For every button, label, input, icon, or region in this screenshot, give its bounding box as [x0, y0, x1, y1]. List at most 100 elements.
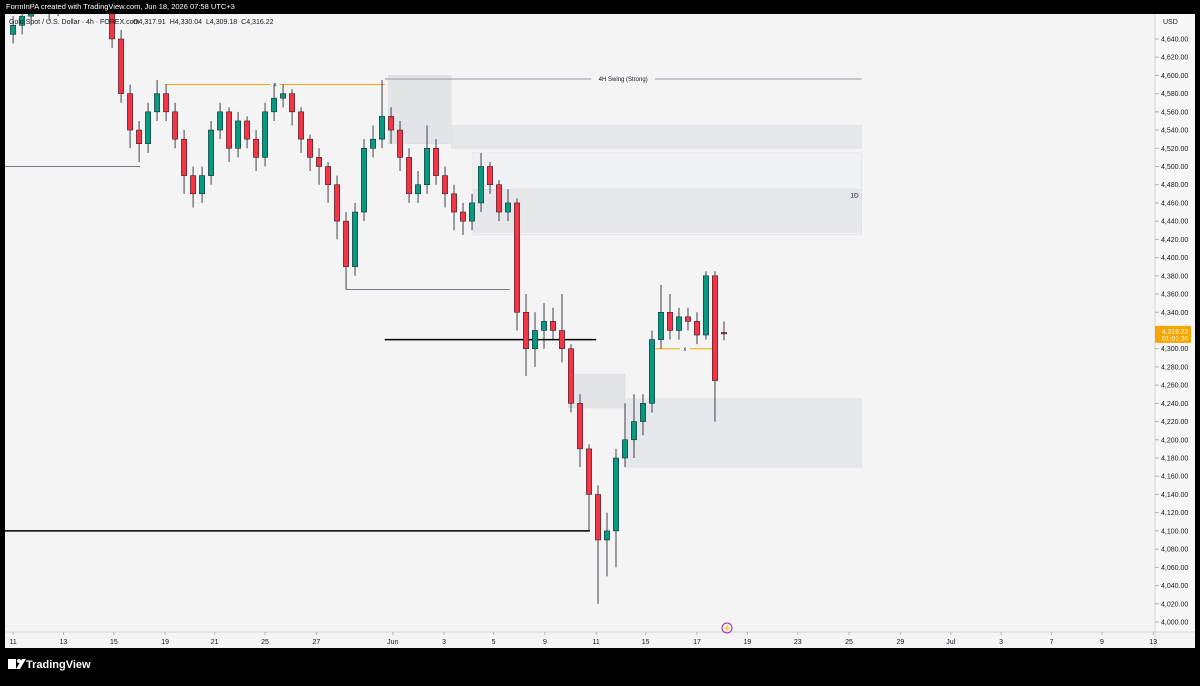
- candle-body: [136, 129, 143, 144]
- candle-body: [514, 202, 520, 313]
- candle-body: [343, 220, 349, 267]
- plot: 1D 4H Swing (Strong) x x: [5, 14, 862, 604]
- plot-background: [5, 14, 1195, 648]
- x-tick-label: 25: [261, 639, 269, 646]
- y-tick-label: 4,600.00: [1161, 73, 1188, 80]
- candle-body: [10, 25, 17, 35]
- y-tick-label: 4,380.00: [1161, 273, 1188, 280]
- y-tick-label: 4,640.00: [1161, 36, 1188, 43]
- candle-body: [460, 211, 466, 222]
- y-tick-label: 4,300.00: [1161, 346, 1188, 353]
- candle-body: [604, 530, 610, 541]
- candle-body: [694, 321, 700, 336]
- candle-body: [676, 316, 682, 331]
- candle-body: [640, 403, 646, 422]
- candle-body: [532, 330, 538, 349]
- currency: USD: [1163, 19, 1178, 26]
- candle-body: [217, 111, 224, 131]
- y-tick-label: 4,560.00: [1161, 109, 1188, 116]
- brand-name: TradingView: [26, 659, 91, 671]
- x-tick-label: 27: [312, 639, 320, 646]
- zone: [472, 189, 862, 233]
- candle-body: [244, 120, 251, 140]
- y-tick-label: 4,120.00: [1161, 510, 1188, 517]
- candle-body: [577, 403, 583, 450]
- header: FormInPA created with TradingView.com, J…: [6, 2, 235, 11]
- candle-body: [307, 138, 313, 158]
- candle-body: [658, 312, 664, 340]
- candle-body: [118, 38, 125, 94]
- x-tick-label: 25: [845, 639, 853, 646]
- x-tick-label: 9: [543, 639, 547, 646]
- candle-body: [712, 275, 718, 381]
- last-price-label: 4,316.22: [1162, 328, 1189, 335]
- candle-body: [352, 211, 358, 267]
- candle-body: [145, 111, 152, 144]
- candle-body: [226, 111, 233, 149]
- candle-body: [280, 93, 287, 99]
- y-tick-label: 4,200.00: [1161, 437, 1188, 444]
- x-tick-label: 11: [593, 639, 600, 646]
- x-tick-label: 13: [1149, 639, 1157, 646]
- candle-body: [289, 93, 295, 113]
- candle-body: [109, 14, 116, 40]
- candle-body: [199, 175, 206, 195]
- candle-body: [649, 339, 655, 404]
- y-tick-label: 4,040.00: [1161, 583, 1188, 590]
- candle-body: [361, 148, 367, 213]
- candle-body: [181, 138, 188, 176]
- candle-body: [424, 148, 430, 185]
- y-tick-label: 4,520.00: [1161, 146, 1188, 153]
- y-tick-label: 4,360.00: [1161, 292, 1188, 299]
- event-icon-glyph: ⚡: [723, 624, 732, 633]
- y-tick-label: 4,280.00: [1161, 364, 1188, 371]
- x-tick-label: Jul: [946, 639, 955, 646]
- y-tick-label: 4,260.00: [1161, 383, 1188, 390]
- candle-body: [496, 184, 502, 213]
- x-tick-label: 19: [161, 639, 169, 646]
- y-tick-label: 4,440.00: [1161, 219, 1188, 226]
- ohlc-value: C4,316.22: [241, 19, 273, 26]
- candle-body: [163, 93, 170, 113]
- symbol: Gold Spot / U.S. Dollar · 4h · FOREX.com: [9, 19, 139, 26]
- candle-body: [487, 166, 493, 185]
- zone: [568, 373, 626, 409]
- ohlc-value: L4,309.18: [206, 19, 237, 26]
- zone: [624, 398, 862, 468]
- brand-logo: [8, 659, 16, 669]
- candle-body: [406, 157, 412, 195]
- x-tick-label: 15: [110, 639, 118, 646]
- x-tick-label: 15: [642, 639, 650, 646]
- level-label-bg: [591, 75, 656, 84]
- level-label: x: [683, 347, 686, 353]
- y-tick-label: 4,080.00: [1161, 547, 1188, 554]
- event-icon[interactable]: [721, 622, 733, 634]
- level-label-bg: [680, 344, 690, 353]
- candle-body: [469, 202, 475, 222]
- y-tick-label: 4,500.00: [1161, 164, 1188, 171]
- x-tick-label: 23: [794, 639, 802, 646]
- candle-body: [559, 330, 565, 349]
- candle-body: [442, 175, 448, 195]
- y-tick-label: 4,580.00: [1161, 91, 1188, 98]
- zone-label: 1D: [850, 192, 859, 199]
- y-tick-label: 4,000.00: [1161, 619, 1188, 626]
- last-price-tag: [1155, 325, 1191, 343]
- y-tick-label: 4,400.00: [1161, 255, 1188, 262]
- y-tick-label: 4,100.00: [1161, 528, 1188, 535]
- x-tick-label: 17: [693, 639, 701, 646]
- candle-body: [127, 93, 134, 131]
- candle-body: [541, 321, 547, 331]
- y-tick-label: 4,340.00: [1161, 310, 1188, 317]
- zone: [451, 125, 862, 149]
- x-tick-label: Jun: [387, 639, 398, 646]
- candle-body: [505, 202, 511, 213]
- countdown-label: 01:01:30: [1162, 335, 1189, 342]
- candle-body: [190, 175, 197, 195]
- y-tick-label: 4,220.00: [1161, 419, 1188, 426]
- level-label-bg: [270, 80, 280, 89]
- y-tick-label: 4,240.00: [1161, 401, 1188, 408]
- y-tick-label: 4,020.00: [1161, 601, 1188, 608]
